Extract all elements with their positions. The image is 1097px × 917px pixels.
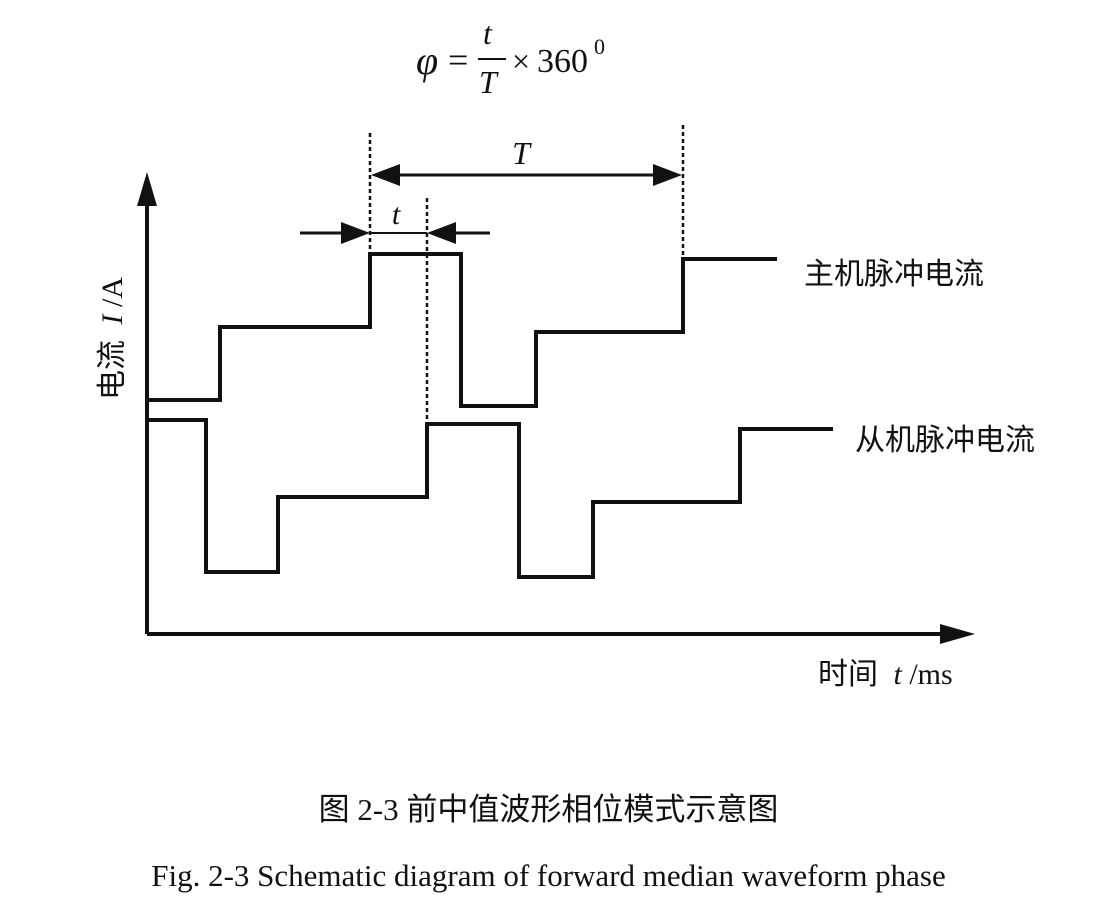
formula-value: 360 <box>537 43 588 80</box>
x-axis-label: 时间 t /ms <box>818 658 953 691</box>
y-axis-name: 电流 <box>96 340 129 400</box>
offset-label: t <box>392 198 401 231</box>
period-arrow-right-icon <box>653 164 682 186</box>
slave-pulse-waveform <box>147 418 833 579</box>
x-axis-arrow-icon <box>940 624 975 644</box>
x-axis-unit: /ms <box>909 658 952 691</box>
x-axis-name: 时间 <box>818 658 878 691</box>
offset-arrow-left-icon <box>341 222 370 244</box>
x-axis-var: t <box>894 658 903 691</box>
y-axis-var: I <box>96 313 129 326</box>
caption-english: Fig. 2-3 Schematic diagram of forward me… <box>151 858 946 893</box>
master-pulse-label: 主机脉冲电流 <box>804 258 984 291</box>
y-axis-arrow-icon <box>137 172 157 206</box>
period-label: T <box>512 135 532 171</box>
offset-arrow-right-icon <box>427 222 456 244</box>
slave-pulse-label: 从机脉冲电流 <box>855 424 1035 457</box>
formula-superscript: 0 <box>594 34 605 59</box>
formula-numerator: t <box>483 15 493 51</box>
formula-equals: = <box>448 40 468 80</box>
master-pulse-waveform <box>147 252 777 408</box>
offset-dimension: t <box>300 198 490 244</box>
phase-formula: φ = t T × 360 0 <box>416 15 605 100</box>
caption-chinese: 图 2-3 前中值波形相位模式示意图 <box>318 792 779 827</box>
formula-times: × <box>512 43 530 79</box>
period-arrow-left-icon <box>371 164 400 186</box>
svg-text:电流 I /A: 电流 I /A <box>96 277 129 400</box>
period-dimension: T <box>371 135 682 186</box>
formula-phi: φ <box>416 38 438 83</box>
axes <box>137 172 975 644</box>
y-axis-unit: /A <box>96 277 129 307</box>
y-axis-label: 电流 I /A <box>96 277 129 400</box>
formula-denominator: T <box>479 64 499 100</box>
